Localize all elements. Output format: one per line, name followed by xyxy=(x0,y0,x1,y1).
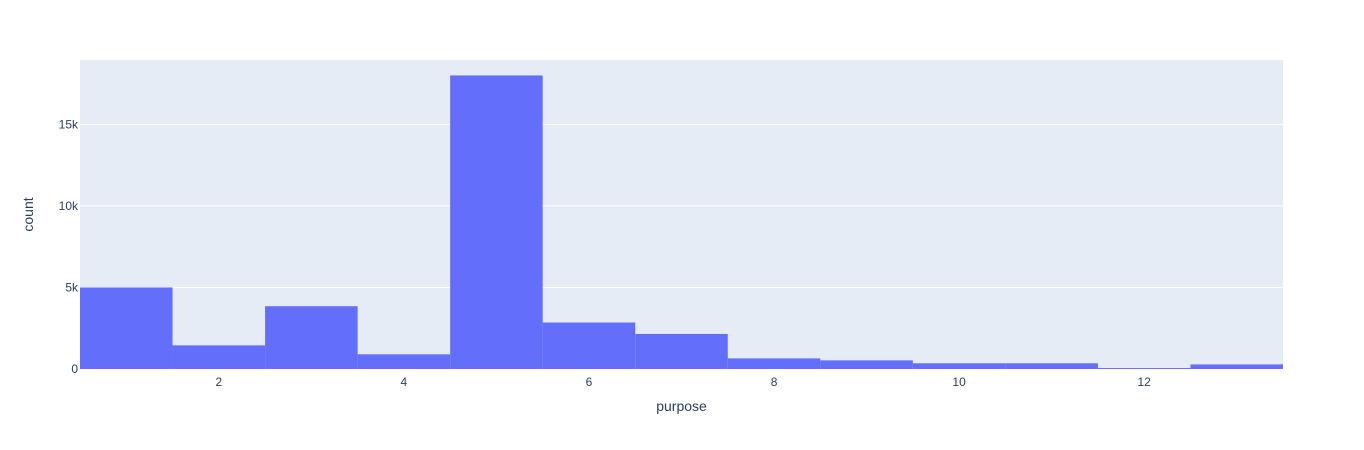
histogram-bar[interactable] xyxy=(1097,368,1191,369)
y-axis-title: count xyxy=(20,197,36,231)
x-axis-ticks: 2 4 6 8 10 12 xyxy=(215,375,1151,389)
histogram-bar[interactable] xyxy=(357,354,451,369)
y-axis-ticks: 0 5k 10k 15k xyxy=(59,117,79,376)
y-tick-label: 10k xyxy=(59,199,79,213)
x-axis-title: purpose xyxy=(656,398,707,414)
x-tick-label: 6 xyxy=(586,375,593,389)
y-tick-label: 5k xyxy=(65,280,79,294)
histogram-bar[interactable] xyxy=(450,75,543,370)
y-tick-label: 0 xyxy=(71,362,78,376)
histogram-bar[interactable] xyxy=(912,363,1006,369)
x-tick-label: 4 xyxy=(401,375,408,389)
x-tick-label: 8 xyxy=(771,375,778,389)
histogram-bar[interactable] xyxy=(1190,364,1283,369)
histogram-bar[interactable] xyxy=(1005,363,1098,369)
histogram-bar[interactable] xyxy=(820,360,913,369)
histogram-bar[interactable] xyxy=(265,306,358,369)
histogram-bar[interactable] xyxy=(635,333,728,369)
x-tick-label: 12 xyxy=(1138,375,1152,389)
x-tick-label: 2 xyxy=(215,375,222,389)
histogram-bar[interactable] xyxy=(80,287,173,369)
plot-background xyxy=(80,60,1283,369)
histogram-bar[interactable] xyxy=(542,322,636,369)
x-tick-label: 10 xyxy=(952,375,966,389)
histogram-bars xyxy=(80,75,1283,370)
y-tick-label: 15k xyxy=(59,117,79,131)
histogram-bar[interactable] xyxy=(172,345,266,369)
histogram-bar[interactable] xyxy=(727,358,821,369)
y-gridlines xyxy=(80,123,1283,288)
